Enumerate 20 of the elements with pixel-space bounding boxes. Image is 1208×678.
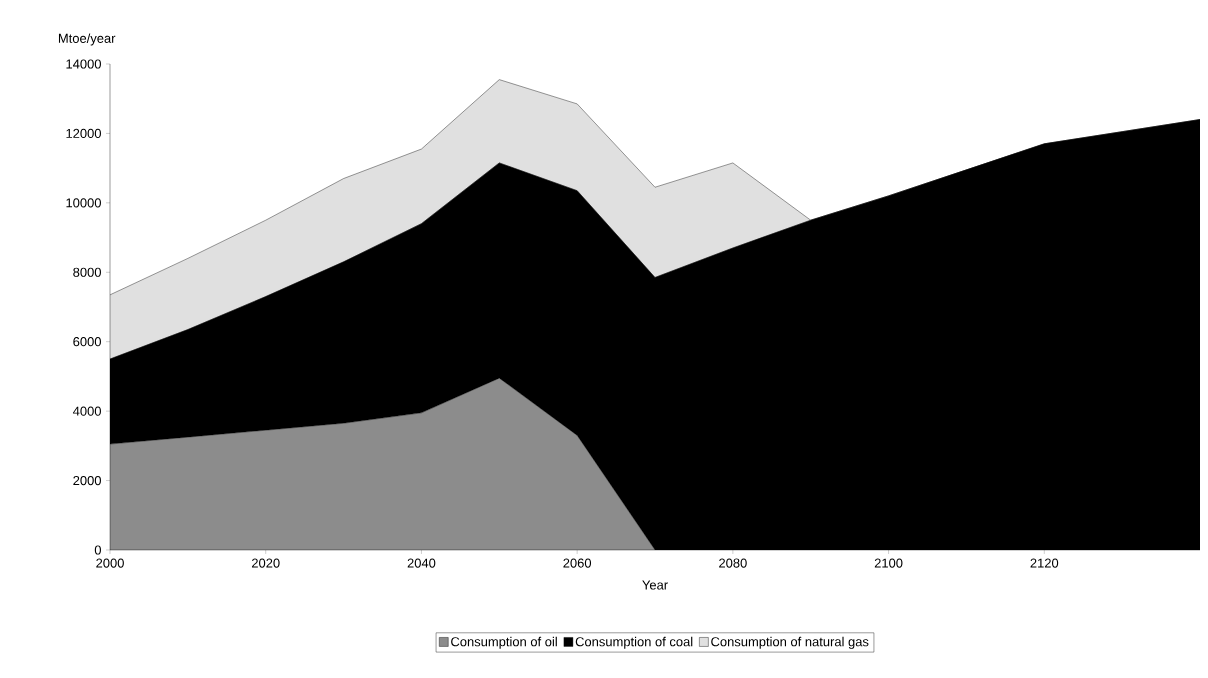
x-tick-label: 2120	[1030, 558, 1059, 568]
legend-label: Consumption of natural gas	[711, 636, 869, 649]
y-tick-label: 4000	[72, 406, 101, 416]
x-tick-label: 2060	[563, 558, 592, 568]
y-tick-label: 10000	[66, 198, 101, 208]
y-tick-label: 8000	[73, 267, 101, 277]
x-tick-label: 2080	[719, 558, 747, 568]
x-tick-label: 2100	[874, 558, 903, 568]
x-axis-title: Year	[642, 580, 668, 590]
legend-label: Consumption of coal	[575, 636, 693, 649]
y-tick-label: 14000	[66, 59, 101, 69]
y-tick-label: 12000	[66, 128, 101, 138]
legend-label: Consumption of oil	[451, 636, 557, 649]
x-tick-label: 2040	[407, 558, 436, 568]
y-tick-label: 6000	[73, 337, 101, 347]
y-axis-title: Mtoe/year	[58, 33, 116, 46]
x-tick-label: 2020	[251, 558, 280, 568]
y-tick-label: 2000	[73, 475, 101, 486]
x-tick-label: 2000	[96, 558, 124, 568]
y-tick-label: 0	[94, 545, 101, 555]
